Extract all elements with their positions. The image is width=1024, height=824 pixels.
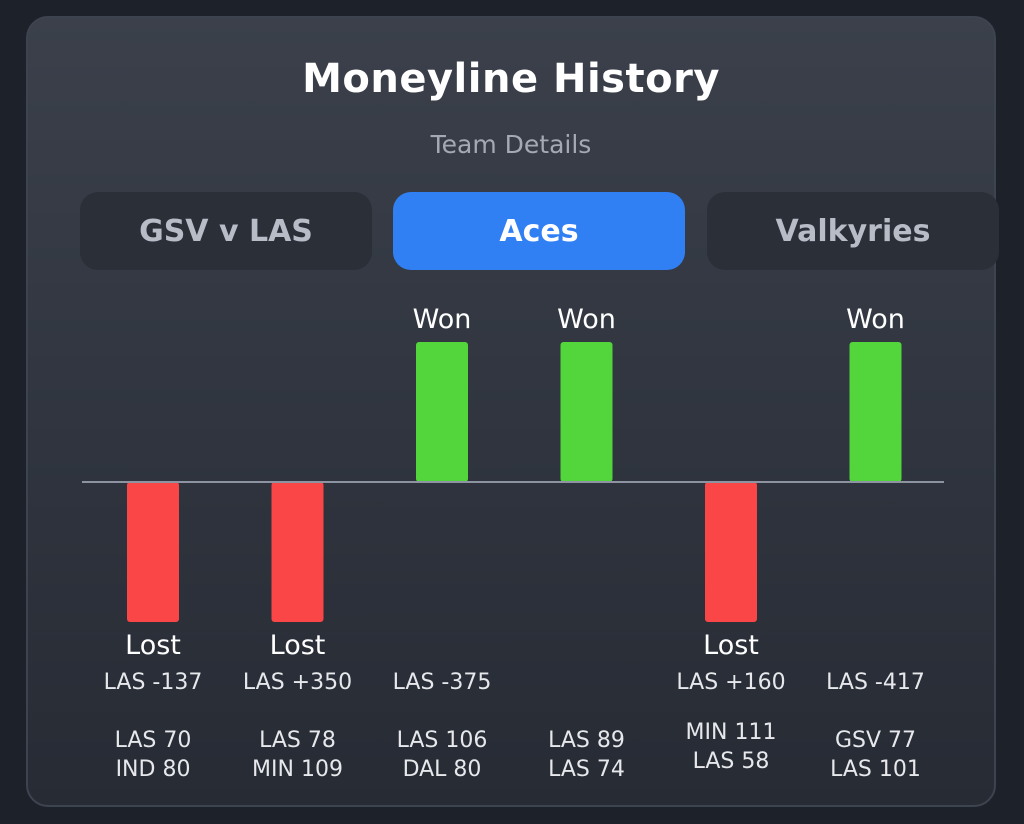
score-label: LAS 70 <box>115 728 192 753</box>
score-label: MIN 111 <box>686 720 777 745</box>
bar-won <box>416 342 468 482</box>
bar-lost <box>705 482 757 622</box>
score-label: LAS 58 <box>693 749 770 774</box>
score-label: GSV 77 <box>835 728 916 753</box>
bar-lost <box>127 482 179 622</box>
tab-aces[interactable]: Aces <box>393 192 685 270</box>
result-label: Won <box>846 304 905 335</box>
score-label: MIN 109 <box>252 757 343 782</box>
result-label: Lost <box>703 630 759 661</box>
score-label: IND 80 <box>116 757 191 782</box>
tab-matchup[interactable]: GSV v LAS <box>80 192 372 270</box>
moneyline-label: LAS +350 <box>243 670 352 695</box>
bar-won <box>849 342 902 482</box>
score-label: LAS 106 <box>397 728 488 753</box>
score-label: DAL 80 <box>403 757 482 782</box>
result-label: Won <box>413 304 472 335</box>
moneyline-label: LAS -137 <box>104 670 203 695</box>
moneyline-label: LAS +160 <box>676 670 785 695</box>
score-label: LAS 78 <box>259 728 336 753</box>
moneyline-chart: Lost LAS -137 LAS 70 IND 80 Lost LAS +350 LAS … <box>82 304 944 782</box>
score-label: LAS 74 <box>548 757 625 782</box>
bar-won <box>560 342 613 482</box>
tab-valkyries[interactable]: Valkyries <box>707 192 999 270</box>
result-label: Lost <box>125 630 181 661</box>
card-title: Moneyline History <box>302 56 720 102</box>
score-label: LAS 101 <box>830 757 921 782</box>
moneyline-label: LAS -375 <box>393 670 492 695</box>
score-label: LAS 89 <box>548 728 625 753</box>
result-label: Lost <box>270 630 326 661</box>
moneyline-history-card: Moneyline History Team Details GSV v LAS… <box>26 16 999 807</box>
bar-lost <box>271 482 324 622</box>
moneyline-label: LAS -417 <box>826 670 925 695</box>
result-label: Won <box>557 304 616 335</box>
card-subtitle: Team Details <box>430 130 592 159</box>
